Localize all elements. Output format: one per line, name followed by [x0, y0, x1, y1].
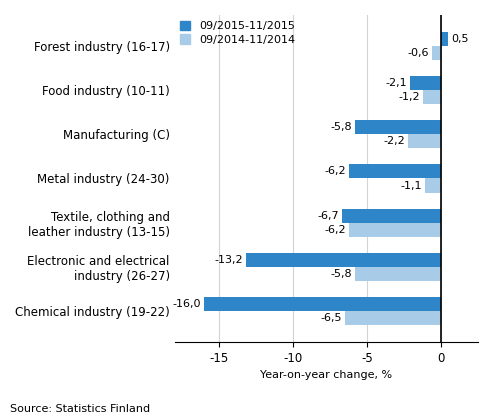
Text: -5,8: -5,8 — [331, 269, 352, 279]
Text: -6,2: -6,2 — [325, 166, 346, 176]
Text: 0,5: 0,5 — [452, 34, 469, 44]
Text: -6,7: -6,7 — [317, 210, 339, 220]
Bar — [342, 208, 441, 223]
Text: -6,2: -6,2 — [325, 225, 346, 235]
Bar — [441, 32, 449, 46]
Text: Source: Statistics Finland: Source: Statistics Finland — [10, 404, 150, 414]
Bar — [355, 267, 441, 281]
Text: -1,2: -1,2 — [399, 92, 420, 102]
Bar — [345, 311, 441, 325]
Bar — [355, 120, 441, 134]
Text: -13,2: -13,2 — [214, 255, 243, 265]
Bar — [410, 76, 441, 90]
Bar — [246, 253, 441, 267]
Text: -1,1: -1,1 — [400, 181, 422, 191]
X-axis label: Year-on-year change, %: Year-on-year change, % — [260, 370, 392, 380]
Text: -16,0: -16,0 — [173, 299, 201, 309]
Bar — [349, 164, 441, 178]
Bar — [423, 90, 441, 104]
Legend: 09/2015-11/2015, 09/2014-11/2014: 09/2015-11/2015, 09/2014-11/2014 — [180, 20, 295, 45]
Text: -5,8: -5,8 — [331, 122, 352, 132]
Text: -2,1: -2,1 — [386, 78, 407, 88]
Bar — [425, 178, 441, 193]
Bar — [204, 297, 441, 311]
Text: -6,5: -6,5 — [320, 313, 342, 323]
Text: -0,6: -0,6 — [408, 48, 429, 58]
Bar — [432, 46, 441, 60]
Bar — [408, 134, 441, 149]
Text: -2,2: -2,2 — [384, 136, 405, 146]
Bar — [349, 223, 441, 237]
